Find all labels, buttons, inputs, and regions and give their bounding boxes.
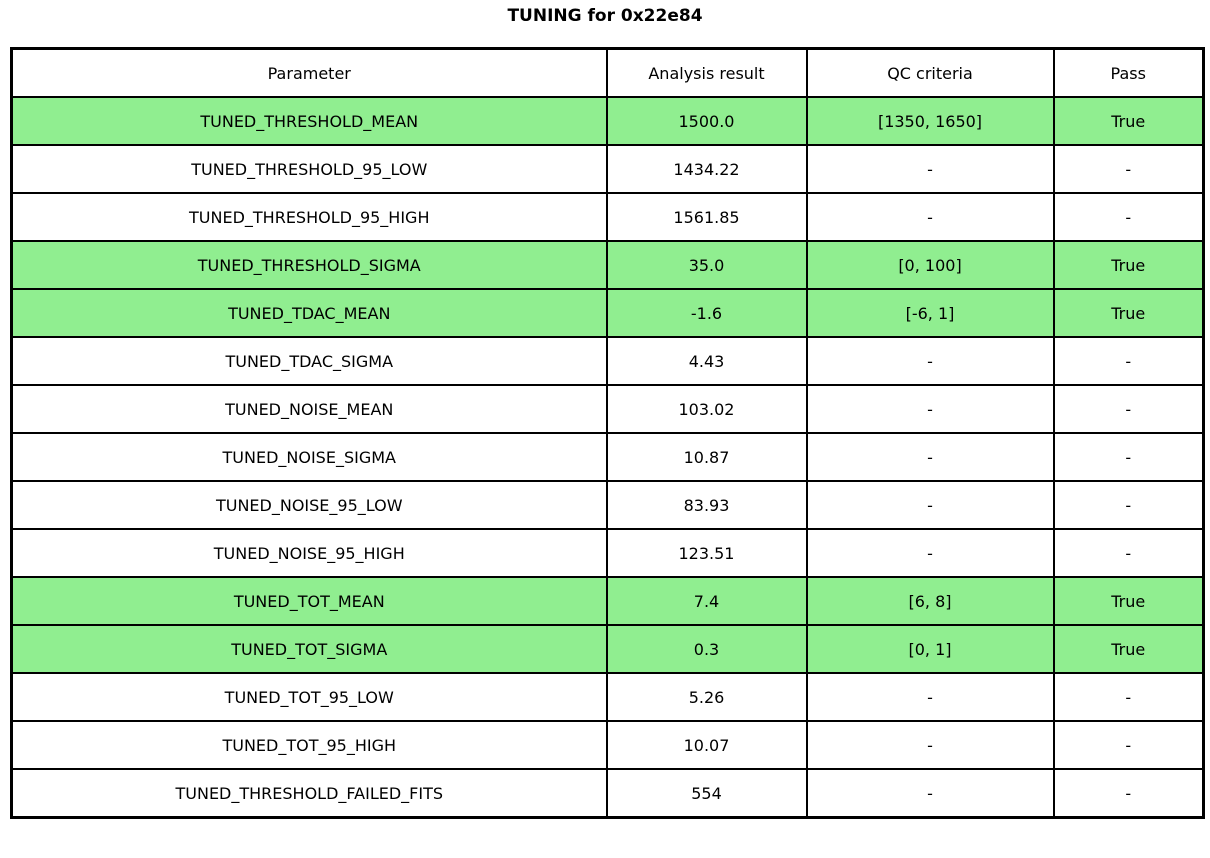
result-cell: 1500.0 <box>605 96 808 146</box>
qc-criteria-cell: [6, 8] <box>805 576 1055 626</box>
table-row: TUNED_THRESHOLD_MEAN 1500.0 [1350, 1650]… <box>10 96 1205 146</box>
qc-criteria-cell: - <box>805 144 1055 194</box>
result-cell: 5.26 <box>605 672 808 722</box>
table-row: TUNED_THRESHOLD_FAILED_FITS 554 - - <box>10 768 1205 819</box>
page-title: TUNING for 0x22e84 <box>507 6 703 26</box>
header-row: Parameter Analysis result QC criteria Pa… <box>10 47 1205 98</box>
pass-cell: True <box>1052 624 1205 674</box>
result-cell: 1434.22 <box>605 144 808 194</box>
parameter-cell: TUNED_THRESHOLD_95_LOW <box>10 144 608 194</box>
column-header-parameter: Parameter <box>10 47 608 98</box>
result-cell: 10.07 <box>605 720 808 770</box>
result-cell: 7.4 <box>605 576 808 626</box>
parameter-cell: TUNED_NOISE_MEAN <box>10 384 608 434</box>
table-row: TUNED_NOISE_95_LOW 83.93 - - <box>10 480 1205 530</box>
table-row: TUNED_TDAC_SIGMA 4.43 - - <box>10 336 1205 386</box>
qc-results-table: Parameter Analysis result QC criteria Pa… <box>10 47 1205 819</box>
pass-cell: - <box>1052 432 1205 482</box>
result-cell: 4.43 <box>605 336 808 386</box>
parameter-cell: TUNED_TDAC_SIGMA <box>10 336 608 386</box>
result-cell: 103.02 <box>605 384 808 434</box>
result-cell: 0.3 <box>605 624 808 674</box>
qc-criteria-cell: - <box>805 528 1055 578</box>
qc-criteria-cell: - <box>805 384 1055 434</box>
table-header: Parameter Analysis result QC criteria Pa… <box>10 47 1205 98</box>
result-cell: -1.6 <box>605 288 808 338</box>
pass-cell: - <box>1052 672 1205 722</box>
qc-criteria-cell: - <box>805 480 1055 530</box>
qc-criteria-cell: - <box>805 336 1055 386</box>
parameter-cell: TUNED_THRESHOLD_MEAN <box>10 96 608 146</box>
pass-cell: - <box>1052 384 1205 434</box>
pass-cell: - <box>1052 720 1205 770</box>
pass-cell: True <box>1052 288 1205 338</box>
qc-criteria-cell: [-6, 1] <box>805 288 1055 338</box>
table-row: TUNED_NOISE_95_HIGH 123.51 - - <box>10 528 1205 578</box>
qc-criteria-cell: [0, 1] <box>805 624 1055 674</box>
table-row: TUNED_TOT_MEAN 7.4 [6, 8] True <box>10 576 1205 626</box>
pass-cell: True <box>1052 576 1205 626</box>
parameter-cell: TUNED_TOT_SIGMA <box>10 624 608 674</box>
pass-cell: - <box>1052 480 1205 530</box>
table-row: TUNED_TOT_95_LOW 5.26 - - <box>10 672 1205 722</box>
qc-criteria-cell: - <box>805 672 1055 722</box>
pass-cell: True <box>1052 96 1205 146</box>
parameter-cell: TUNED_TOT_MEAN <box>10 576 608 626</box>
pass-cell: - <box>1052 336 1205 386</box>
table-row: TUNED_THRESHOLD_SIGMA 35.0 [0, 100] True <box>10 240 1205 290</box>
pass-cell: - <box>1052 768 1205 819</box>
parameter-cell: TUNED_THRESHOLD_SIGMA <box>10 240 608 290</box>
column-header-qc-criteria: QC criteria <box>805 47 1055 98</box>
pass-cell: - <box>1052 192 1205 242</box>
parameter-cell: TUNED_THRESHOLD_FAILED_FITS <box>10 768 608 819</box>
table-row: TUNED_NOISE_SIGMA 10.87 - - <box>10 432 1205 482</box>
result-cell: 554 <box>605 768 808 819</box>
pass-cell: - <box>1052 144 1205 194</box>
parameter-cell: TUNED_TOT_95_HIGH <box>10 720 608 770</box>
pass-cell: True <box>1052 240 1205 290</box>
parameter-cell: TUNED_TOT_95_LOW <box>10 672 608 722</box>
qc-criteria-cell: [1350, 1650] <box>805 96 1055 146</box>
column-header-analysis-result: Analysis result <box>605 47 808 98</box>
parameter-cell: TUNED_TDAC_MEAN <box>10 288 608 338</box>
result-cell: 35.0 <box>605 240 808 290</box>
qc-criteria-cell: - <box>805 720 1055 770</box>
table-row: TUNED_TOT_95_HIGH 10.07 - - <box>10 720 1205 770</box>
parameter-cell: TUNED_NOISE_95_HIGH <box>10 528 608 578</box>
parameter-cell: TUNED_THRESHOLD_95_HIGH <box>10 192 608 242</box>
column-header-pass: Pass <box>1052 47 1205 98</box>
table-row: TUNED_THRESHOLD_95_HIGH 1561.85 - - <box>10 192 1205 242</box>
table-row: TUNED_TOT_SIGMA 0.3 [0, 1] True <box>10 624 1205 674</box>
qc-criteria-cell: - <box>805 432 1055 482</box>
qc-criteria-cell: - <box>805 192 1055 242</box>
parameter-cell: TUNED_NOISE_95_LOW <box>10 480 608 530</box>
table-body: TUNED_THRESHOLD_MEAN 1500.0 [1350, 1650]… <box>10 96 1205 819</box>
table-row: TUNED_TDAC_MEAN -1.6 [-6, 1] True <box>10 288 1205 338</box>
result-cell: 83.93 <box>605 480 808 530</box>
parameter-cell: TUNED_NOISE_SIGMA <box>10 432 608 482</box>
qc-criteria-cell: - <box>805 768 1055 819</box>
table-row: TUNED_THRESHOLD_95_LOW 1434.22 - - <box>10 144 1205 194</box>
result-cell: 123.51 <box>605 528 808 578</box>
result-cell: 10.87 <box>605 432 808 482</box>
qc-criteria-cell: [0, 100] <box>805 240 1055 290</box>
pass-cell: - <box>1052 528 1205 578</box>
result-cell: 1561.85 <box>605 192 808 242</box>
table-row: TUNED_NOISE_MEAN 103.02 - - <box>10 384 1205 434</box>
